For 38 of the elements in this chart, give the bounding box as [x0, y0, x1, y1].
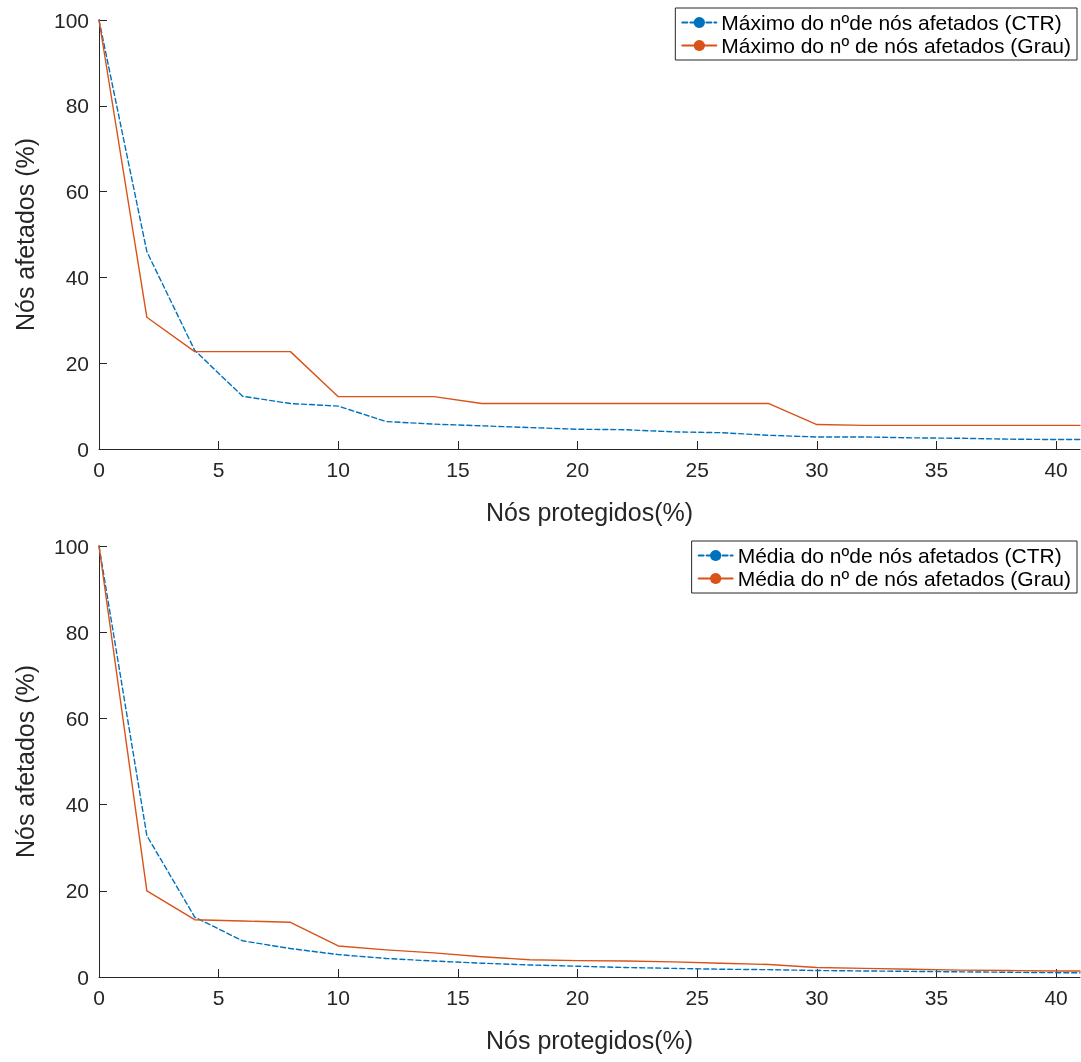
x-tick-label: 40 — [1044, 458, 1068, 481]
legend-label: Média do nºde nós afetados (CTR) — [737, 544, 1062, 567]
y-axis-title: Nós afetados (%) — [10, 137, 39, 332]
x-tick-label: 30 — [805, 986, 829, 1009]
y-tick-label: 40 — [65, 793, 89, 817]
y-axis-title: Nós afetados (%) — [10, 664, 39, 859]
x-tick-label: 25 — [685, 458, 709, 481]
y-tick-label: 100 — [53, 8, 89, 32]
x-tick-label: 10 — [326, 458, 350, 481]
x-tick-label: 10 — [326, 986, 350, 1009]
x-tick-label: 15 — [446, 458, 470, 481]
x-tick-label: 15 — [446, 986, 470, 1009]
x-tick-label: 35 — [924, 986, 949, 1009]
x-tick-label: 30 — [805, 458, 829, 481]
y-tick-label: 20 — [65, 879, 89, 903]
x-tick-label: 20 — [565, 458, 590, 481]
y-tick-label: 0 — [77, 965, 89, 989]
x-tick-label: 0 — [93, 458, 105, 481]
x-tick-label: 25 — [685, 986, 709, 1009]
y-tick-label: 80 — [65, 620, 89, 644]
x-tick-label: 5 — [212, 458, 225, 481]
x-axis-title: Nós protegidos(%) — [485, 497, 694, 526]
x-tick-label: 35 — [924, 458, 949, 481]
y-tick-label: 60 — [65, 180, 89, 204]
y-tick-label: 60 — [65, 706, 89, 730]
x-tick-label: 0 — [93, 986, 105, 1009]
y-tick-label: 20 — [65, 351, 89, 375]
y-tick-label: 100 — [53, 534, 89, 558]
legend-label: Máximo do nºde nós afetados (CTR) — [721, 11, 1062, 34]
legend-label: Média do nº de nós afetados (Grau) — [737, 567, 1072, 590]
y-tick-label: 40 — [65, 265, 89, 289]
y-tick-label: 80 — [65, 94, 89, 118]
x-axis-title: Nós protegidos(%) — [485, 1025, 694, 1054]
legend-label: Máximo do nº de nós afetados (Grau) — [721, 34, 1072, 57]
x-tick-label: 40 — [1044, 986, 1068, 1009]
x-tick-label: 5 — [212, 986, 225, 1009]
y-tick-label: 0 — [77, 437, 89, 461]
x-tick-label: 20 — [565, 986, 590, 1009]
